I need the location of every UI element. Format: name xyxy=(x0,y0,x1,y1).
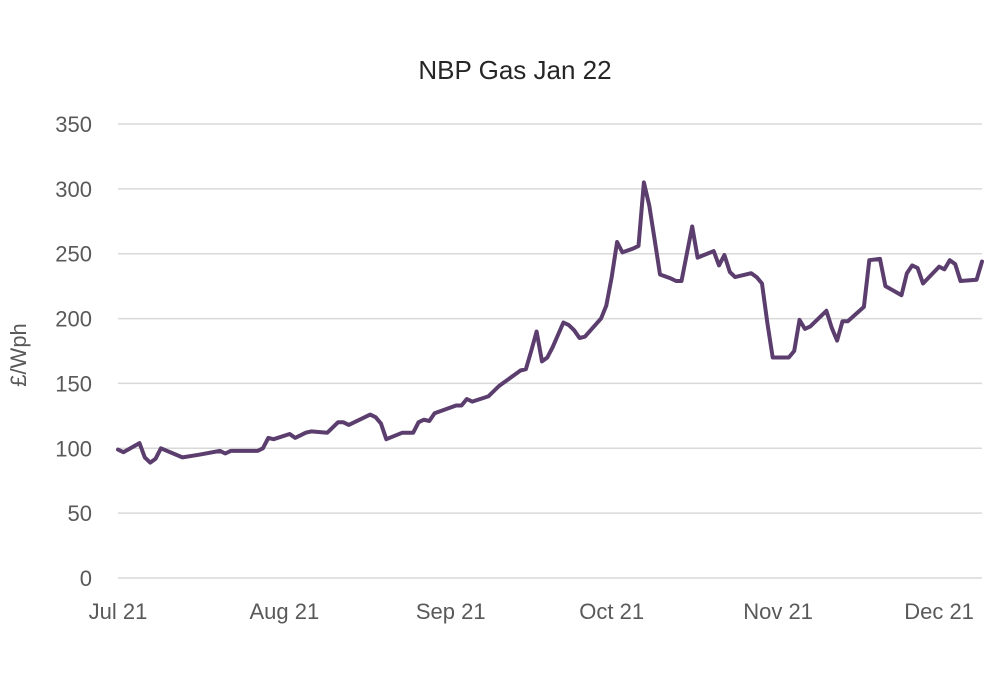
x-tick-label: Nov 21 xyxy=(743,599,813,624)
y-tick-label: 100 xyxy=(55,436,92,461)
y-tick-label: 300 xyxy=(55,177,92,202)
y-tick-label: 350 xyxy=(55,112,92,137)
series-line xyxy=(116,180,984,465)
y-tick-label: 150 xyxy=(55,371,92,396)
y-axis-ticks: 0 50 100 150 200 250 300 350 xyxy=(55,112,92,591)
y-tick-label: 250 xyxy=(55,242,92,267)
y-tick-label: 0 xyxy=(80,566,92,591)
y-axis-title: £/Wph xyxy=(6,323,31,387)
x-tick-label: Oct 21 xyxy=(579,599,644,624)
x-tick-label: Jul 21 xyxy=(89,599,148,624)
series-group xyxy=(116,180,984,465)
x-tick-label: Sep 21 xyxy=(416,599,486,624)
x-axis-ticks: Jul 21 Aug 21 Sep 21 Oct 21 Nov 21 Dec 21 xyxy=(89,599,974,624)
y-tick-label: 200 xyxy=(55,307,92,332)
x-tick-label: Dec 21 xyxy=(904,599,974,624)
y-tick-label: 50 xyxy=(68,501,92,526)
chart-title: NBP Gas Jan 22 xyxy=(418,55,611,85)
x-tick-label: Aug 21 xyxy=(249,599,319,624)
